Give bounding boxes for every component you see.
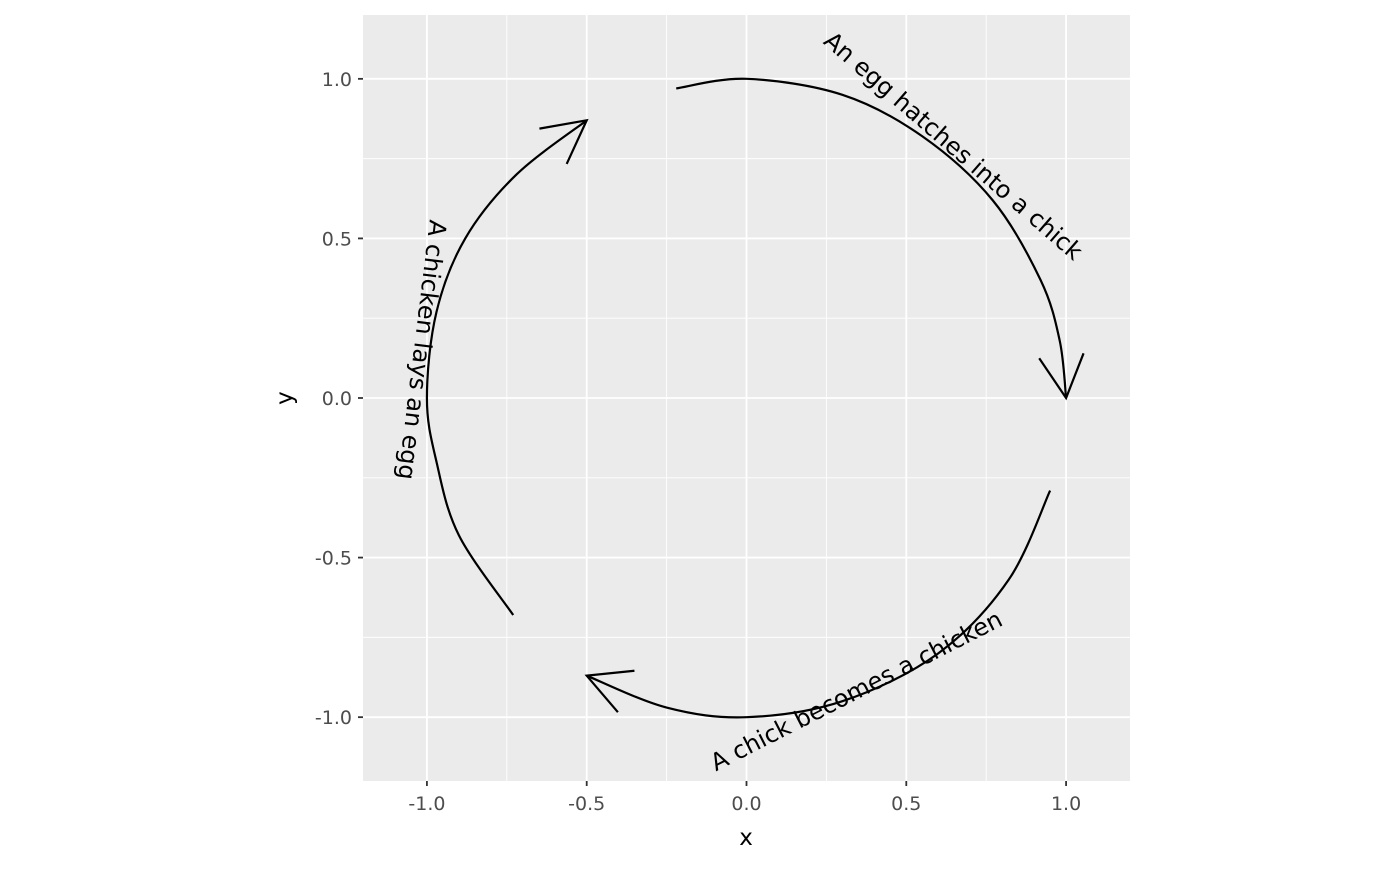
x-tick-label: 0.5 bbox=[891, 793, 921, 815]
y-tick-label: -0.5 bbox=[315, 548, 352, 570]
y-tick-label: 0.5 bbox=[322, 228, 352, 250]
arrowhead bbox=[539, 118, 589, 165]
x-tick-label: -1.0 bbox=[408, 793, 445, 815]
arrow-layer bbox=[425, 77, 1085, 719]
x-axis: -1.0 -0.5 0.0 0.5 1.0 bbox=[408, 781, 1081, 815]
arrowhead bbox=[584, 669, 635, 713]
x-axis-title: x bbox=[739, 825, 753, 851]
arrow-egg-hatches bbox=[676, 77, 1068, 399]
arrow-chicken-lays-egg bbox=[425, 119, 588, 616]
y-tick-label: -1.0 bbox=[315, 707, 352, 729]
arrowhead bbox=[1038, 352, 1085, 401]
arrow-chick-becomes-chicken bbox=[586, 490, 1052, 719]
y-tick-label: 1.0 bbox=[322, 69, 352, 91]
x-tick-label: -0.5 bbox=[568, 793, 605, 815]
x-tick-label: 1.0 bbox=[1051, 793, 1081, 815]
x-tick-label: 0.0 bbox=[731, 793, 761, 815]
y-axis: -1.0 -0.5 0.0 0.5 1.0 bbox=[315, 69, 363, 729]
y-axis-title: y bbox=[272, 391, 298, 405]
y-tick-label: 0.0 bbox=[322, 388, 352, 410]
